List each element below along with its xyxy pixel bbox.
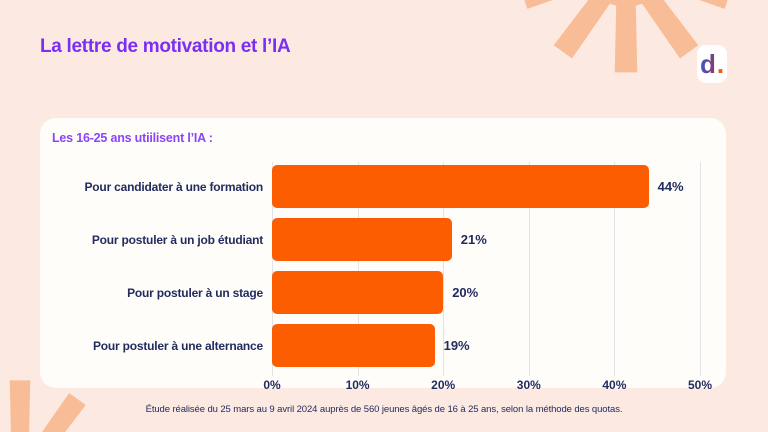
logo-letter: d	[699, 49, 716, 79]
x-axis-tick-label: 10%	[345, 378, 370, 392]
bar-chart: 0% 10% 20% 30% 40% 50% Pour candidater à une f…	[40, 118, 726, 392]
brand-logo: d.	[697, 45, 727, 83]
sunburst-shape	[9, 380, 86, 432]
bar	[272, 271, 444, 314]
sunburst-decoration-top	[524, 0, 728, 73]
bar-category-label: Pour postuler à un job étudiant	[91, 232, 263, 247]
bar-value-label: 21%	[460, 232, 487, 247]
sunburst-shape	[524, 0, 728, 73]
x-axis-tick-label: 0%	[263, 378, 281, 392]
x-axis-tick-label: 50%	[687, 378, 713, 392]
bar	[272, 218, 452, 261]
bar	[272, 165, 649, 208]
chart-card: Les 16-25 ans utiilisent l’IA : 0% 10% 20%…	[40, 118, 726, 392]
chart-title: Les 16-25 ans utiilisent l’IA :	[52, 131, 213, 145]
x-axis-tick-label: 20%	[431, 378, 456, 392]
footnote: Étude réalisée du 25 mars au 9 avril 202…	[145, 404, 623, 415]
gridline	[272, 162, 273, 376]
bar-value-label: 19%	[443, 338, 470, 353]
bar-category-label: Pour candidater à une formation	[84, 179, 264, 194]
bar-category-label: Pour postuler à un stage	[127, 285, 263, 300]
gridline	[700, 162, 701, 376]
sunburst-decoration-bottom	[9, 380, 86, 432]
gridline	[443, 162, 445, 376]
x-axis-tick-label: 30%	[516, 378, 541, 392]
gridline	[528, 162, 530, 376]
page-title: La lettre de motivation et l’IA	[40, 36, 291, 57]
bar-value-label: 20%	[452, 285, 479, 300]
x-axis-tick-label: 40%	[602, 378, 627, 392]
bar-category-label: Pour postuler à une alternance	[92, 338, 263, 353]
logo-dot: .	[716, 49, 725, 79]
gridline	[614, 162, 616, 376]
bar	[272, 324, 435, 367]
gridline	[357, 162, 359, 376]
bar-value-label: 44%	[657, 179, 684, 194]
